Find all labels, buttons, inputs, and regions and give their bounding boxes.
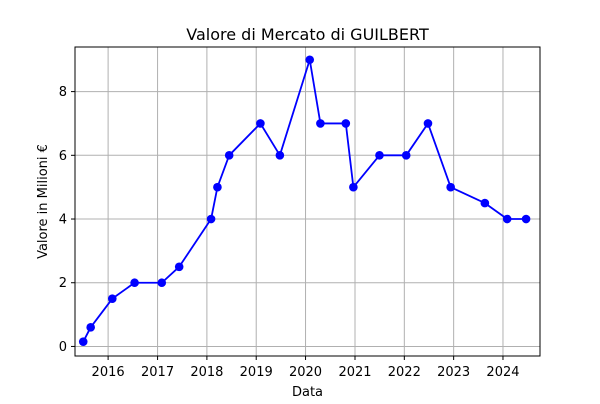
x-tick-label: 2022 (388, 365, 421, 380)
data-point (521, 214, 531, 224)
data-point (349, 182, 358, 192)
data-point (375, 151, 384, 160)
x-tick-label: 2023 (437, 365, 470, 380)
data-point (341, 119, 351, 128)
data-point (157, 278, 167, 288)
y-tick-label: 0 (59, 340, 67, 355)
y-tick-label: 4 (59, 213, 67, 228)
data-point (206, 214, 216, 224)
y-axis: 0 2 4 6 8 (59, 85, 75, 355)
data-point (86, 323, 95, 332)
data-point (78, 337, 88, 346)
series-layer (78, 55, 531, 346)
y-tick-label: 8 (59, 85, 67, 100)
grid-lines (75, 47, 540, 356)
data-point (305, 55, 315, 65)
x-axis-label: Data (292, 385, 323, 400)
y-tick-label: 2 (59, 276, 67, 291)
x-tick-label: 2024 (486, 365, 519, 380)
x-axis: 2016 2017 2018 2019 2020 2021 2022 2023 2024 (92, 356, 520, 380)
data-point (107, 294, 117, 303)
data-point (275, 151, 285, 160)
data-point (174, 262, 184, 272)
data-point (480, 198, 490, 208)
x-tick-label: 2019 (240, 365, 273, 380)
data-point (502, 214, 512, 224)
data-point (130, 278, 139, 288)
data-point (423, 119, 433, 128)
chart-title: Valore di Mercato di GUILBERT (186, 25, 429, 44)
data-point (316, 119, 325, 128)
data-point (401, 151, 411, 160)
data-point (256, 119, 265, 128)
y-tick-label: 6 (59, 149, 67, 164)
plot-frame (74, 46, 541, 357)
x-tick-label: 2017 (141, 365, 174, 380)
data-point (213, 182, 222, 192)
x-tick-label: 2020 (289, 365, 322, 380)
y-axis-label: Valore in Milioni € (36, 144, 51, 259)
series-line (82, 58, 527, 343)
x-tick-label: 2021 (338, 365, 371, 380)
x-tick-label: 2018 (190, 365, 223, 380)
data-point (446, 182, 455, 192)
x-tick-label: 2016 (92, 365, 125, 380)
data-point (224, 151, 234, 160)
